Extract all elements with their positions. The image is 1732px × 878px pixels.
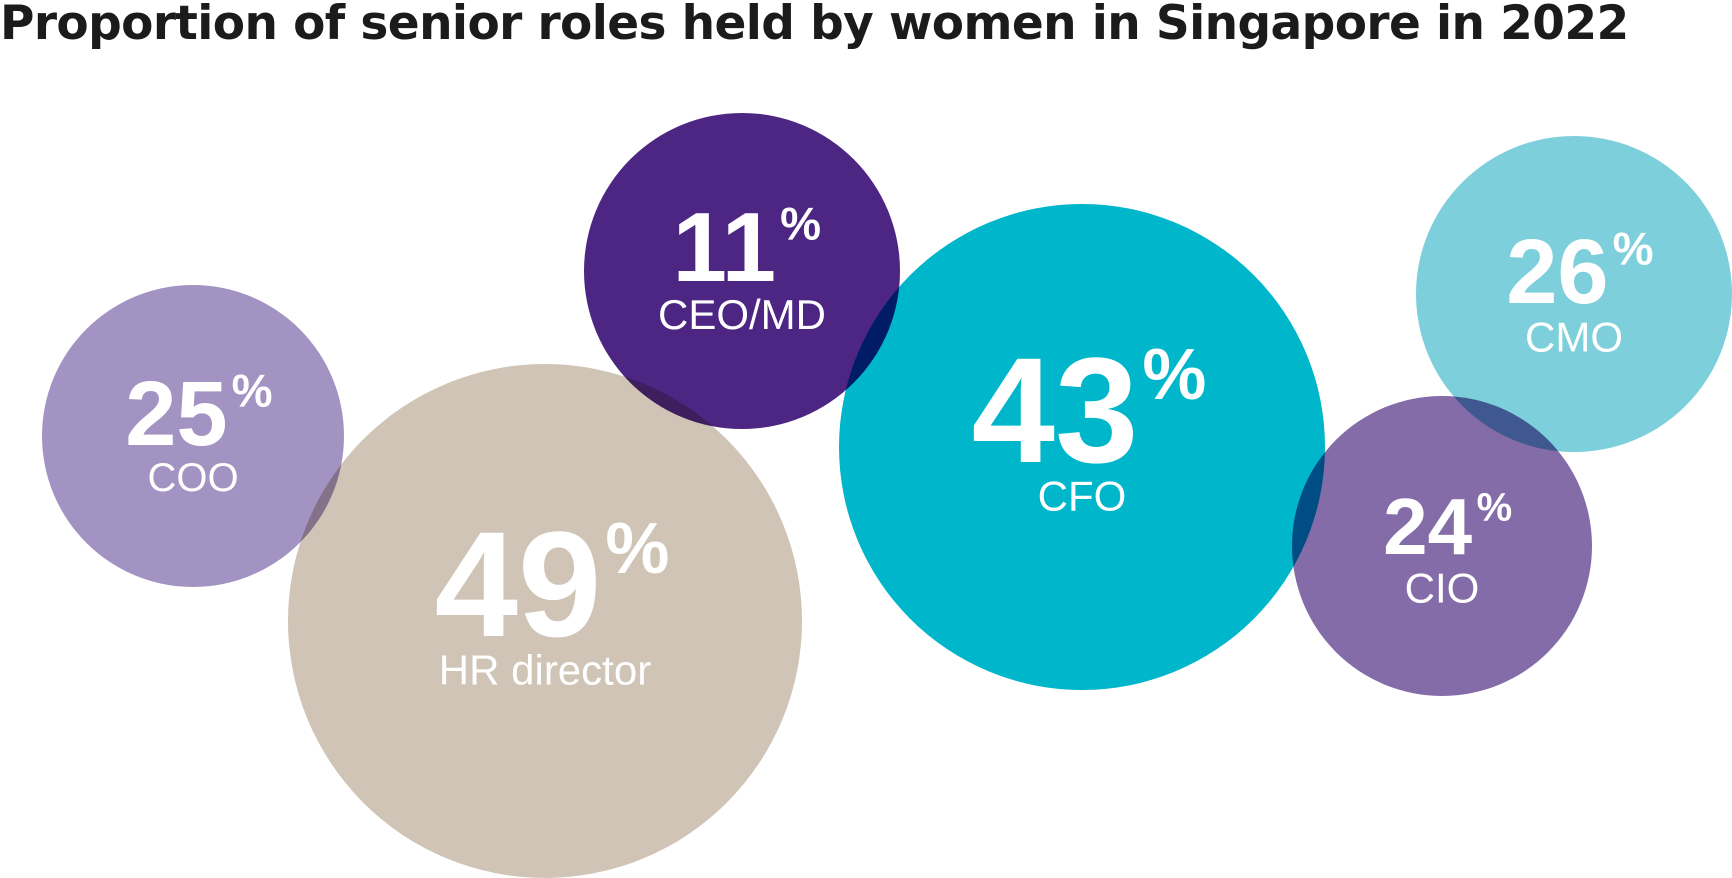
value-label-coo: 25: [125, 363, 227, 465]
bubble-ceo-md: [584, 113, 900, 429]
role-label-coo: COO: [147, 456, 238, 500]
percent-sign-ceo-md: %: [780, 198, 821, 250]
percent-sign-cfo: %: [1142, 335, 1206, 415]
bubble-coo: [42, 285, 344, 587]
bubble-cmo: [1416, 136, 1732, 452]
bubble-cio: [1292, 396, 1592, 696]
percent-sign-coo: %: [232, 365, 273, 417]
role-label-cfo: CFO: [1038, 472, 1127, 519]
bubble-hr-director: [288, 364, 802, 878]
percent-sign-cmo: %: [1613, 223, 1654, 275]
bubbles-layer: [42, 113, 1732, 878]
value-label-hr-director: 49: [435, 500, 602, 668]
value-label-cfo: 43: [972, 326, 1139, 494]
role-label-cmo: CMO: [1525, 314, 1623, 361]
value-label-ceo-md: 11: [673, 192, 777, 302]
value-label-cio: 24: [1383, 482, 1472, 571]
value-label-cmo: 26: [1506, 221, 1608, 323]
role-label-hr-director: HR director: [439, 646, 651, 693]
percent-sign-hr-director: %: [605, 509, 669, 589]
role-label-ceo-md: CEO/MD: [658, 291, 826, 338]
chart-title: Proportion of senior roles held by women…: [0, 0, 1629, 51]
labels-layer: 25 % COO 49 % HR director 11 % CEO/MD 43 % CFO 26 % CM…: [125, 192, 1653, 694]
role-label-cio: CIO: [1405, 564, 1480, 611]
bubble-cfo: [839, 204, 1325, 690]
percent-sign-cio: %: [1477, 485, 1513, 529]
